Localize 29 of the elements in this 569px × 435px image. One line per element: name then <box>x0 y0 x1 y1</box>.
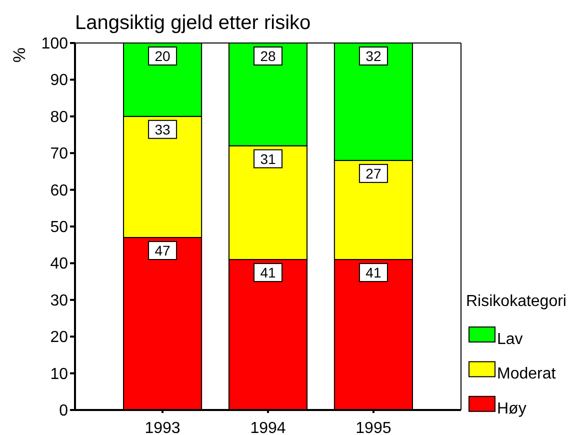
legend-label: Moderat <box>497 366 556 383</box>
data-label: 41 <box>366 264 382 281</box>
y-tick-label: 50 <box>50 219 68 236</box>
y-tick-label: 30 <box>50 292 68 310</box>
y-tick-label: 60 <box>50 182 68 200</box>
x-tick-label: 1993 <box>144 420 180 435</box>
data-label: 32 <box>366 48 382 64</box>
data-label: 27 <box>366 165 382 182</box>
data-label: 31 <box>260 150 276 167</box>
y-tick-label: 0 <box>59 402 68 420</box>
legend-label: Lav <box>497 331 523 348</box>
x-tick-label: 1995 <box>356 420 392 435</box>
data-label: 47 <box>154 242 171 259</box>
data-label: 41 <box>260 264 276 281</box>
y-tick-label: 70 <box>50 146 68 163</box>
y-tick-label: 10 <box>50 366 68 383</box>
y-axis-title: % <box>10 47 29 63</box>
y-tick-label: 40 <box>50 256 68 273</box>
chart-title: Langsiktig gjeld etter risiko <box>75 12 311 34</box>
data-label: 28 <box>260 48 276 64</box>
data-label: 20 <box>154 48 171 64</box>
y-tick-label: 90 <box>50 72 68 90</box>
legend-title: Risikokategori <box>466 293 566 310</box>
y-tick-label: 20 <box>50 329 68 346</box>
y-tick-label: 80 <box>50 108 68 126</box>
x-tick-label: 1994 <box>250 420 286 435</box>
y-tick-label: 100 <box>41 36 68 52</box>
legend-label: Høy <box>497 400 526 418</box>
data-label: 33 <box>154 121 171 138</box>
